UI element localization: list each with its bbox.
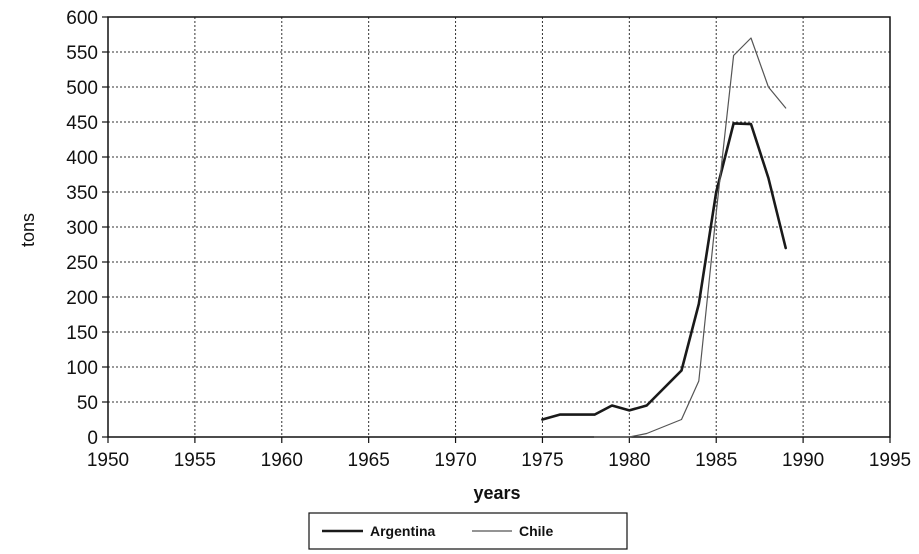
series-layer [541, 37, 788, 438]
y-tick-label: 300 [66, 218, 98, 239]
x-tick-label: 1985 [695, 450, 737, 471]
y-tick-label: 450 [66, 113, 98, 134]
y-tick-label: 0 [87, 428, 98, 449]
series-line-argentina [541, 122, 788, 421]
grid-layer [108, 17, 890, 437]
y-tick-label: 150 [66, 323, 98, 344]
y-tick-label: 400 [66, 148, 98, 169]
x-tick-label: 1965 [348, 450, 390, 471]
x-axis-title: years [473, 483, 520, 503]
legend-label-argentina: Argentina [370, 523, 436, 539]
y-axis-title: tons [18, 213, 38, 247]
legend: Argentina Chile [308, 512, 628, 550]
y-tick-label: 200 [66, 288, 98, 309]
y-tick-label: 250 [66, 253, 98, 274]
x-tick-label: 1970 [434, 450, 476, 471]
x-tick-label: 1975 [521, 450, 563, 471]
y-tick-label: 350 [66, 183, 98, 204]
x-axis-tick-labels: 1950 1955 1960 1965 1970 1975 1980 1985 1990 1995 [87, 437, 911, 471]
y-tick-label: 100 [66, 358, 98, 379]
y-axis-tick-labels: 0 50 100 150 200 250 300 350 400 450 500 550 600 [66, 8, 108, 449]
y-tick-label: 600 [66, 8, 98, 29]
y-tick-label: 500 [66, 78, 98, 99]
legend-label-chile: Chile [519, 523, 553, 539]
x-tick-label: 1990 [782, 450, 824, 471]
x-tick-label: 1960 [261, 450, 303, 471]
x-tick-label: 1995 [869, 450, 911, 471]
x-tick-label: 1955 [174, 450, 216, 471]
x-tick-label: 1980 [608, 450, 650, 471]
x-tick-label: 1950 [87, 450, 129, 471]
series-line-chile [593, 37, 787, 438]
y-tick-label: 550 [66, 43, 98, 64]
y-tick-label: 50 [77, 393, 98, 414]
